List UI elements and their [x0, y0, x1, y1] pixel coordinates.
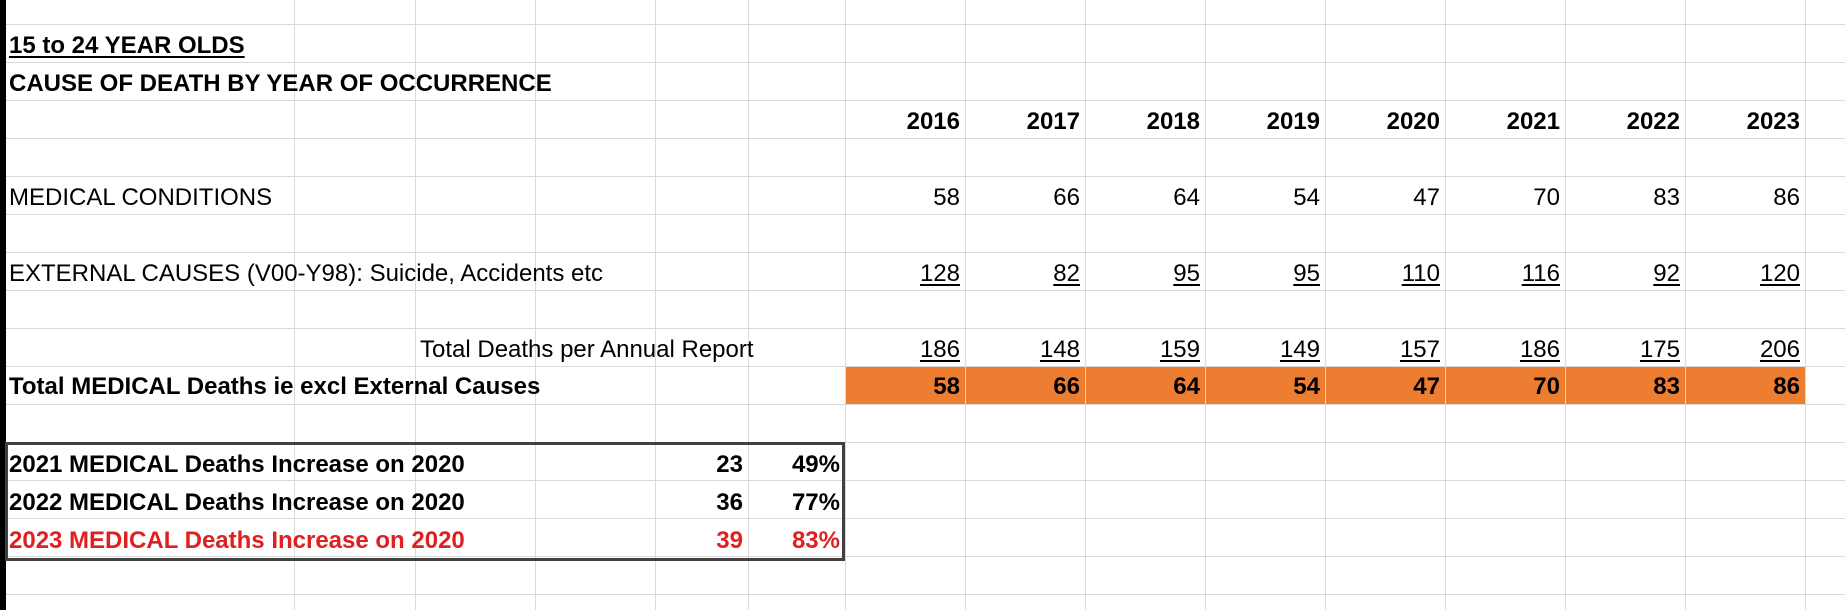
increase-summary-box: [5, 442, 845, 561]
external-value: 110: [1401, 260, 1440, 287]
medical-value: 66: [1053, 184, 1080, 211]
medical-value: 64: [1173, 184, 1200, 211]
gridline-horizontal: [6, 518, 1845, 519]
gridline-vertical: [845, 0, 846, 610]
year-header: 2020: [1386, 108, 1440, 135]
gridline-horizontal: [6, 404, 1845, 405]
total-value: 157: [1399, 336, 1440, 363]
increase-2022-label: 2022 MEDICAL Deaths Increase on 2020: [9, 489, 465, 516]
gridline-vertical: [965, 0, 966, 610]
external-value: 92: [1653, 260, 1680, 287]
total-value: 206: [1759, 336, 1800, 363]
increase-2021-label: 2021 MEDICAL Deaths Increase on 2020: [9, 451, 465, 478]
year-header: 2019: [1266, 108, 1320, 135]
medical-value: 86: [1773, 184, 1800, 211]
medical-value: 47: [1413, 184, 1440, 211]
external-value: 120: [1759, 260, 1800, 287]
medical-total-value: 70: [1533, 373, 1560, 400]
gridline-horizontal: [6, 138, 1845, 139]
page-title: 15 to 24 YEAR OLDS: [9, 32, 245, 59]
year-header: 2018: [1146, 108, 1200, 135]
gridline-horizontal: [6, 214, 1845, 215]
total-value: 159: [1159, 336, 1200, 363]
medical-total-value: 86: [1773, 373, 1800, 400]
medical-total-value: 47: [1413, 373, 1440, 400]
gridline-vertical: [415, 0, 416, 610]
gridline-horizontal: [6, 176, 1845, 177]
year-header: 2022: [1626, 108, 1680, 135]
external-value: 116: [1521, 260, 1560, 287]
medical-value: 58: [933, 184, 960, 211]
external-value: 128: [919, 260, 960, 287]
external-value: 95: [1293, 260, 1320, 287]
gridline-vertical: [535, 0, 536, 610]
medical-total-label: Total MEDICAL Deaths ie excl External Ca…: [9, 373, 541, 400]
year-header: 2017: [1026, 108, 1080, 135]
increase-2023-label: 2023 MEDICAL Deaths Increase on 2020: [9, 527, 465, 554]
gridline-vertical: [1805, 0, 1806, 610]
total-value: 149: [1279, 336, 1320, 363]
gridline-vertical: [1325, 0, 1326, 610]
gridline-horizontal: [6, 556, 1845, 557]
gridline-vertical: [748, 0, 749, 610]
gridline-vertical: [655, 0, 656, 610]
gridline-horizontal: [6, 480, 1845, 481]
total-value: 186: [1519, 336, 1560, 363]
increase-2023-pct: 83%: [791, 527, 840, 554]
increase-2021-pct: 49%: [791, 451, 840, 478]
increase-2023-count: 39: [716, 527, 743, 554]
gridline-horizontal: [6, 328, 1845, 329]
total-value: 148: [1039, 336, 1080, 363]
medical-total-value: 64: [1173, 373, 1200, 400]
external-causes-label: EXTERNAL CAUSES (V00-Y98): Suicide, Acci…: [9, 260, 604, 287]
external-value: 95: [1173, 260, 1200, 287]
total-deaths-label: Total Deaths per Annual Report: [420, 336, 754, 363]
gridline-vertical: [294, 0, 295, 610]
gridline-horizontal: [6, 290, 1845, 291]
gridline-horizontal: [6, 442, 1845, 443]
medical-total-value: 66: [1053, 373, 1080, 400]
increase-2021-count: 23: [716, 451, 743, 478]
external-value: 82: [1053, 260, 1080, 287]
increase-2022-pct: 77%: [791, 489, 840, 516]
year-header: 2016: [906, 108, 960, 135]
year-header: 2021: [1506, 108, 1560, 135]
sheet-left-border: [0, 0, 6, 610]
gridline-vertical: [1445, 0, 1446, 610]
gridline-horizontal: [6, 252, 1845, 253]
page-subtitle: CAUSE OF DEATH BY YEAR OF OCCURRENCE: [9, 70, 552, 97]
medical-value: 83: [1653, 184, 1680, 211]
total-value: 175: [1639, 336, 1680, 363]
gridline-vertical: [1085, 0, 1086, 610]
gridline-horizontal: [6, 100, 1845, 101]
total-value: 186: [919, 336, 960, 363]
medical-total-value: 58: [933, 373, 960, 400]
increase-2022-count: 36: [716, 489, 743, 516]
medical-value: 70: [1533, 184, 1560, 211]
gridline-horizontal: [6, 594, 1845, 595]
year-header: 2023: [1746, 108, 1800, 135]
gridline-horizontal: [6, 24, 1845, 25]
medical-conditions-label: MEDICAL CONDITIONS: [9, 184, 273, 211]
medical-total-value: 83: [1653, 373, 1680, 400]
gridline-horizontal: [6, 366, 1845, 367]
medical-value: 54: [1293, 184, 1320, 211]
medical-total-value: 54: [1293, 373, 1320, 400]
gridline-vertical: [1565, 0, 1566, 610]
gridline-vertical: [1685, 0, 1686, 610]
gridline-horizontal: [6, 62, 1845, 63]
gridline-vertical: [1205, 0, 1206, 610]
